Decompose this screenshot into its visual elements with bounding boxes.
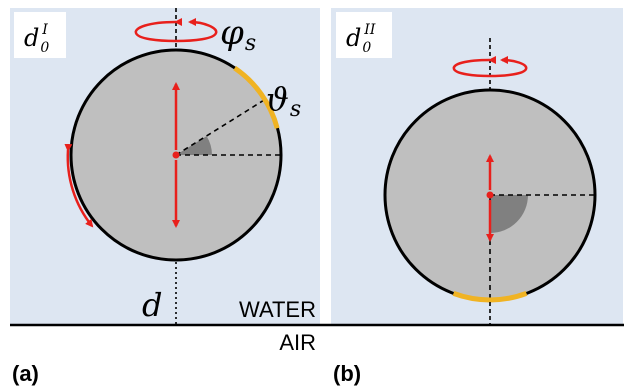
tilt-arrow-a (64, 143, 94, 228)
panel-tag-b: (b) (333, 361, 361, 386)
axis-label-d: d (142, 286, 162, 324)
phi-label: φs (220, 13, 256, 56)
corner-label-box-a (14, 12, 66, 58)
corner-label-b: d0II (346, 22, 376, 56)
water-label: WATER (239, 297, 316, 322)
surface-patch-a (233, 66, 280, 129)
rotation-arrow-phi-a-right (175, 18, 218, 43)
panel-tag-a: (a) (12, 361, 39, 386)
air-label: AIR (279, 330, 316, 355)
theta-label: ϑs (266, 80, 301, 122)
corner-label-box-b (336, 12, 392, 58)
center-dot-b (486, 191, 494, 199)
panel-b: d0II (b) (331, 8, 623, 386)
center-dot-a (172, 151, 180, 159)
surface-patch-b (452, 291, 528, 303)
angle-wedge-b (490, 195, 528, 233)
panel-a: d0I φs ϑs d (10, 8, 320, 386)
corner-label-a: d0I (24, 22, 49, 56)
rotation-arrow-b-left (452, 55, 497, 78)
rotation-arrow-phi-a-left (134, 17, 183, 43)
rotation-arrow-b-right (489, 56, 528, 78)
